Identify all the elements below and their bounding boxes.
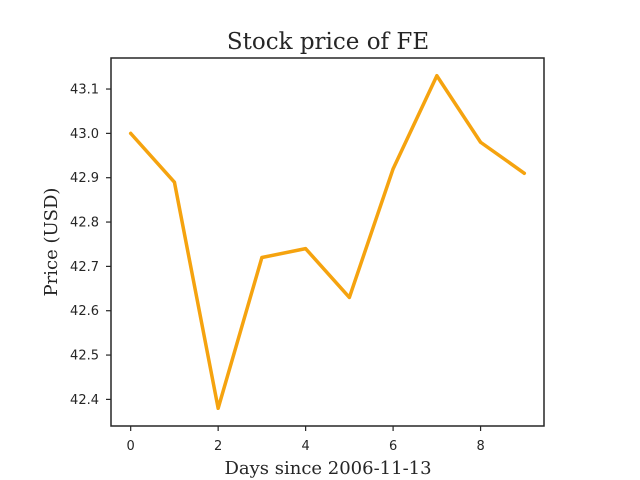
data-point <box>435 74 439 78</box>
data-point <box>260 256 264 260</box>
plot-area <box>110 57 545 427</box>
x-tick-label: 4 <box>301 439 309 454</box>
x-tick-label: 6 <box>389 439 397 454</box>
y-tick-label: 42.8 <box>70 216 99 231</box>
y-tick-label: 42.6 <box>70 304 99 319</box>
series-layer <box>128 73 527 411</box>
data-point <box>172 180 176 184</box>
data-point <box>304 247 308 251</box>
x-tick-label: 2 <box>214 439 222 454</box>
data-point <box>391 167 395 171</box>
x-axis: 0 2 4 6 8 <box>127 426 485 454</box>
y-tick-label: 43.1 <box>70 83 99 98</box>
plot-frame <box>110 57 545 427</box>
x-tick-label: 8 <box>476 439 484 454</box>
data-point <box>347 295 351 299</box>
y-tick-label: 42.7 <box>70 260 99 275</box>
chart-title: Stock price of FE <box>227 29 429 55</box>
x-axis-label: Days since 2006-11-13 <box>224 458 431 479</box>
y-axis-label: Price (USD) <box>41 188 62 297</box>
data-point <box>216 406 220 410</box>
y-tick-label: 42.5 <box>70 349 99 364</box>
x-tick-label: 0 <box>127 439 135 454</box>
y-tick-label: 42.4 <box>70 393 99 408</box>
data-point <box>479 140 483 144</box>
data-point <box>129 131 133 135</box>
data-point <box>522 171 526 175</box>
price-series-line <box>128 73 527 411</box>
y-tick-label: 43.0 <box>70 127 99 142</box>
y-axis: 42.4 42.5 42.6 42.7 42.8 42.9 43.0 43.1 <box>70 83 111 408</box>
y-tick-label: 42.9 <box>70 171 99 186</box>
